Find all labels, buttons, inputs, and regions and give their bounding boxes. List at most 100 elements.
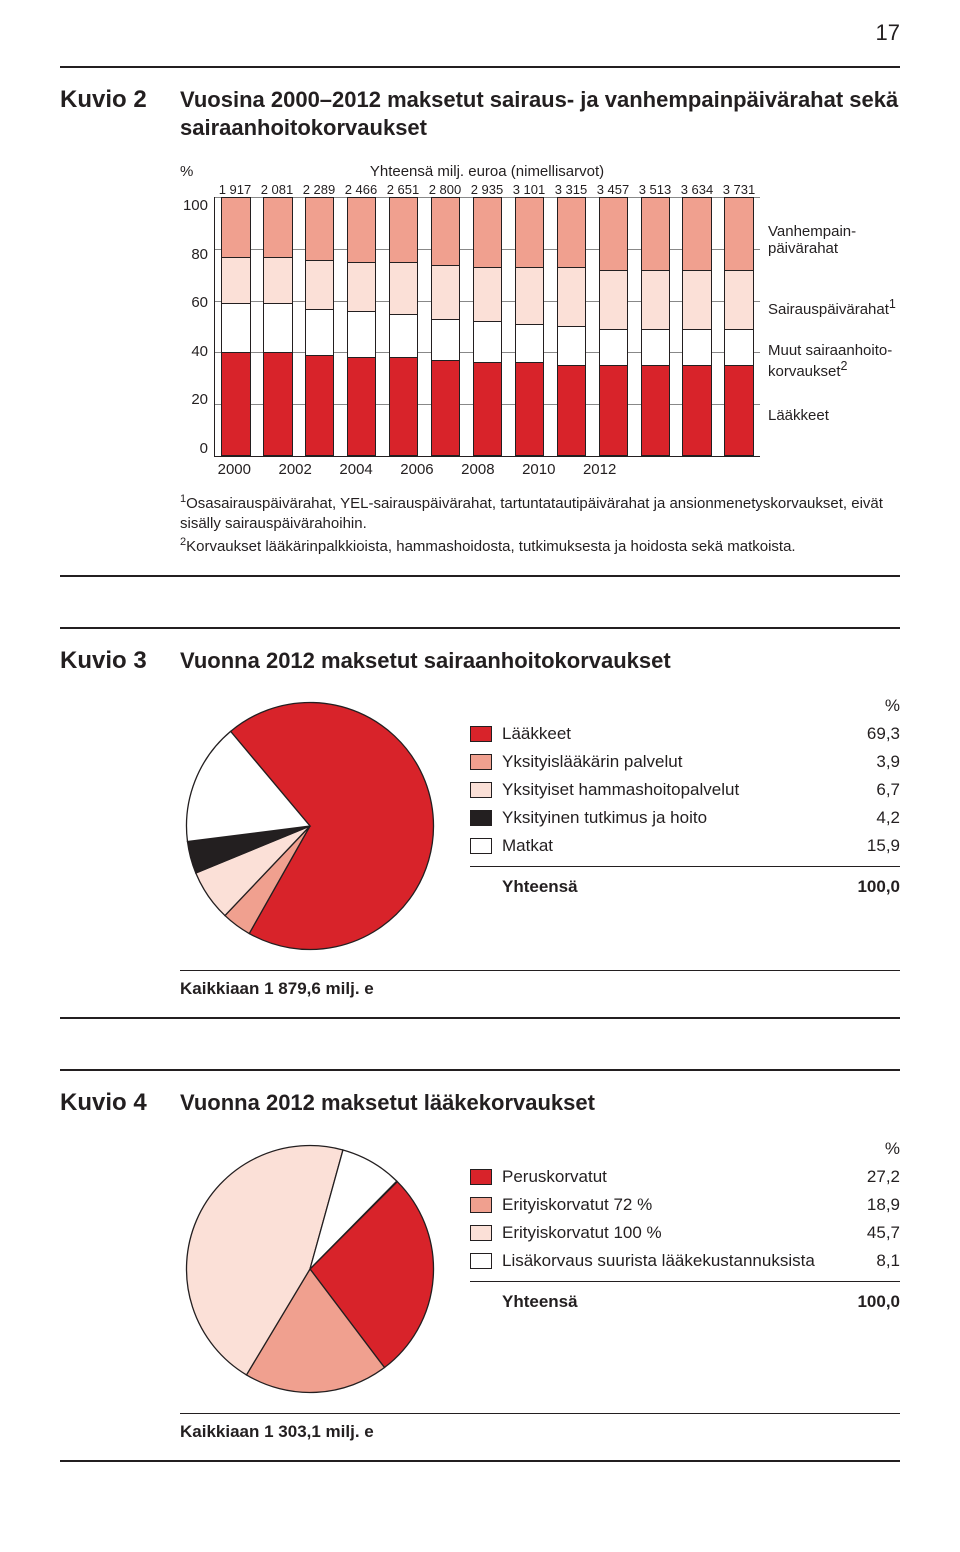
xtick: 2012 [579,461,620,478]
swatch [470,1225,492,1241]
bar-col [634,197,676,456]
legend-value: 18,9 [830,1195,900,1215]
legend-label: Yksityiset hammashoitopalvelut [502,780,830,800]
xtick: 2006 [397,461,438,478]
legend-value: 3,9 [830,752,900,772]
total-value: 2 800 [424,182,466,197]
kuvio3-pie [180,696,440,956]
legend-vanhempain: Vanhempain- päivärahat [768,223,856,257]
kuvio2-legend: Vanhempain- päivärahat Sairauspäivärahat… [768,197,900,457]
kuvio4-caption: Kaikkiaan 1 303,1 milj. e [180,1422,900,1442]
ytick: 20 [180,391,208,408]
legend-laakkeet: Lääkkeet [768,407,829,424]
legend-muut: Muut sairaanhoito- korvaukset2 [768,342,892,380]
bar-col [341,197,383,456]
kuvio3-title: Vuonna 2012 maksetut sairaanhoitokorvauk… [180,647,900,675]
total-value: 3 101 [508,182,550,197]
swatch [470,1197,492,1213]
page-number: 17 [60,20,900,46]
figure-kuvio3: Kuvio 3 Vuonna 2012 maksetut sairaanhoit… [60,627,900,1020]
kuvio2-footnotes: 1Osasairauspäivärahat, YEL-sairauspäivär… [180,492,900,557]
kuvio2-xaxis: 2000 2002 2004 2006 2008 2010 2012 [214,461,760,478]
swatch [470,1253,492,1269]
legend-row: Lääkkeet69,3 [470,724,900,744]
kuvio4-legend: % Peruskorvatut27,2Erityiskorvatut 72 %1… [470,1139,900,1312]
ytick: 0 [180,440,208,457]
total-value: 3 731 [718,182,760,197]
swatch [470,782,492,798]
kuvio2-plot [214,197,760,457]
legend-value: 8,1 [830,1251,900,1271]
total-value: 3 315 [550,182,592,197]
kuvio3-legend: % Lääkkeet69,3Yksityislääkärin palvelut3… [470,696,900,897]
kuvio2-yaxis: 100 80 60 40 20 0 [180,197,214,457]
kuvio2-title: Vuosina 2000–2012 maksetut sairaus- ja v… [180,86,900,141]
legend-row: Lisäkorvaus suurista lääkekustannuksista… [470,1251,900,1271]
bar-col [592,197,634,456]
total-value: 3 457 [592,182,634,197]
total-value: 2 466 [340,182,382,197]
total-value: 3 634 [676,182,718,197]
bar-col [676,197,718,456]
xtick: 2000 [214,461,255,478]
legend-label: Matkat [502,836,830,856]
total-value: 3 513 [634,182,676,197]
legend-value: 15,9 [830,836,900,856]
bar-col [215,197,257,456]
ytick: 80 [180,246,208,263]
legend-row: Erityiskorvatut 72 %18,9 [470,1195,900,1215]
kuvio3-label: Kuvio 3 [60,629,180,675]
legend-value: 27,2 [830,1167,900,1187]
bar-col [257,197,299,456]
bar-col [383,197,425,456]
figure-kuvio2: Kuvio 2 Vuosina 2000–2012 maksetut saira… [60,66,900,577]
legend-label: Peruskorvatut [502,1167,830,1187]
kuvio3-caption: Kaikkiaan 1 879,6 milj. e [180,979,900,999]
swatch [470,838,492,854]
xtick: 2002 [275,461,316,478]
kuvio4-pie [180,1139,440,1399]
bar-col [299,197,341,456]
ytick: 40 [180,343,208,360]
kuvio2-totals-row: 1 9172 0812 2892 4662 6512 8002 9353 101… [214,182,900,197]
bar-col [467,197,509,456]
swatch [470,726,492,742]
legend-label: Erityiskorvatut 100 % [502,1223,830,1243]
legend-value: 45,7 [830,1223,900,1243]
legend-label: Lisäkorvaus suurista lääkekustannuksista [502,1251,830,1271]
legend-row: Yksityiset hammashoitopalvelut6,7 [470,780,900,800]
legend-label: Erityiskorvatut 72 % [502,1195,830,1215]
kuvio4-title: Vuonna 2012 maksetut lääkekorvaukset [180,1089,900,1117]
total-value: 2 651 [382,182,424,197]
total-value: 2 081 [256,182,298,197]
figure-kuvio4: Kuvio 4 Vuonna 2012 maksetut lääkekorvau… [60,1069,900,1462]
legend-label: Yksityinen tutkimus ja hoito [502,808,830,828]
legend-row: Matkat15,9 [470,836,900,856]
xtick: 2008 [458,461,499,478]
swatch [470,810,492,826]
kuvio2-label: Kuvio 2 [60,68,180,114]
legend-label: Yksityislääkärin palvelut [502,752,830,772]
swatch [470,754,492,770]
kuvio2-subtitle: Yhteensä milj. euroa (nimellisarvot) [214,163,900,180]
legend-label: Lääkkeet [502,724,830,744]
bar-col [550,197,592,456]
bar-col [718,197,760,456]
total-value: 2 935 [466,182,508,197]
legend-value: 6,7 [830,780,900,800]
legend-row: Yksityinen tutkimus ja hoito4,2 [470,808,900,828]
ytick: 60 [180,294,208,311]
total-value: 1 917 [214,182,256,197]
legend-value: 4,2 [830,808,900,828]
total-value: 2 289 [298,182,340,197]
bar-col [508,197,550,456]
legend-row: Erityiskorvatut 100 %45,7 [470,1223,900,1243]
kuvio2-pct-symbol: % [180,163,214,180]
xtick: 2004 [336,461,377,478]
bar-col [425,197,467,456]
legend-row: Yksityislääkärin palvelut3,9 [470,752,900,772]
legend-sairaus: Sairauspäivärahat1 [768,297,896,318]
xtick: 2010 [518,461,559,478]
legend-value: 69,3 [830,724,900,744]
ytick: 100 [180,197,208,214]
